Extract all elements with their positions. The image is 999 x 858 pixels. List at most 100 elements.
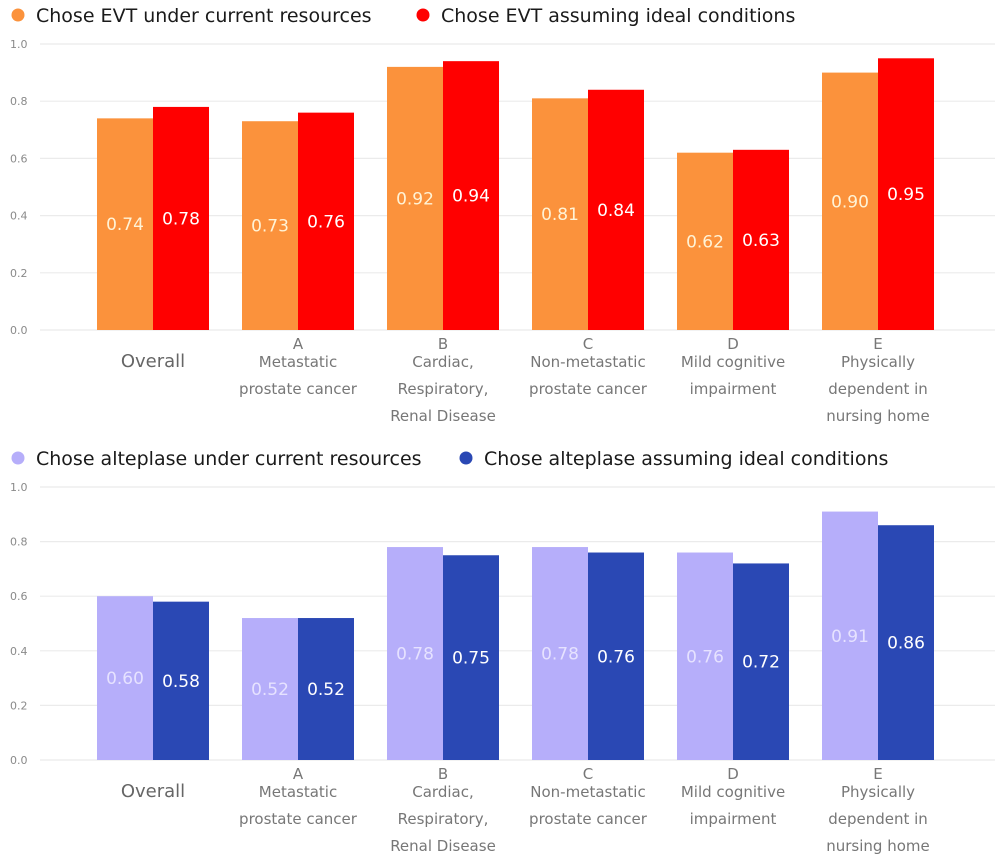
y-tick-label: 0.4: [10, 210, 28, 223]
bar-group: 0.52 0.52: [242, 618, 354, 760]
y-tick-label: 0.0: [10, 324, 28, 337]
bar: [822, 72, 878, 330]
data-label: 0.92: [396, 189, 434, 209]
data-label: 0.58: [162, 672, 200, 692]
data-label: 0.60: [106, 669, 144, 689]
data-label: 0.94: [452, 187, 490, 207]
y-tick-label: 0.6: [10, 590, 28, 603]
bar: [298, 618, 354, 760]
bar: [677, 152, 733, 330]
legend-item: Chose alteplase under current resources: [11, 448, 422, 470]
x-category-label: dependent in: [828, 380, 928, 398]
legend-marker-icon: [459, 451, 473, 465]
bar-group: 0.90 0.95: [822, 58, 934, 331]
data-label: 0.52: [307, 680, 345, 700]
bar-group: 0.78 0.76: [532, 547, 644, 760]
y-tick-label: 0.8: [10, 95, 28, 108]
x-category-letter: A: [293, 765, 304, 783]
data-label: 0.76: [597, 647, 635, 667]
x-category-label: Cardiac,: [412, 353, 473, 371]
bar: [532, 547, 588, 760]
x-category-letter: C: [583, 765, 593, 783]
x-category-letter: B: [438, 335, 448, 353]
data-label: 0.91: [831, 627, 869, 647]
x-category-label: Metastatic: [259, 783, 337, 801]
bar: [733, 149, 789, 330]
bar: [242, 121, 298, 330]
bar: [153, 106, 209, 330]
bar-group: 0.76 0.72: [677, 552, 789, 760]
legend-label: Chose alteplase under current resources: [36, 448, 422, 470]
bar: [298, 112, 354, 330]
x-category-label: Metastatic: [259, 353, 337, 371]
x-category-label: Non-metastatic: [530, 353, 645, 371]
x-category-label: Renal Disease: [390, 407, 496, 425]
legend-label: Chose EVT under current resources: [36, 5, 372, 27]
x-category-label: nursing home: [826, 407, 929, 425]
y-tick-label: 0.0: [10, 754, 28, 767]
legend-label: Chose alteplase assuming ideal condition…: [484, 448, 888, 470]
legend: Chose alteplase under current resources C…: [11, 448, 888, 470]
data-label: 0.78: [396, 645, 434, 665]
bar-group: 0.73 0.76: [242, 112, 354, 330]
x-category-letter: C: [583, 335, 593, 353]
data-label: 0.95: [887, 185, 925, 205]
data-label: 0.78: [162, 209, 200, 229]
bar-group: 0.62 0.63: [677, 149, 789, 330]
data-label: 0.76: [307, 212, 345, 232]
y-tick-label: 0.2: [10, 267, 28, 280]
x-category-label: Renal Disease: [390, 837, 496, 855]
bar: [677, 552, 733, 760]
x-category-label: impairment: [690, 810, 777, 828]
y-tick-label: 0.2: [10, 699, 28, 712]
legend-label: Chose EVT assuming ideal conditions: [441, 5, 795, 27]
bar-group: 0.74 0.78: [97, 106, 209, 330]
x-category-letter: B: [438, 765, 448, 783]
bar: [733, 563, 789, 760]
bar: [153, 601, 209, 760]
bar: [822, 511, 878, 760]
data-label: 0.63: [742, 231, 780, 251]
x-category-label: Physically: [841, 353, 915, 371]
bar-group: 0.92 0.94: [387, 61, 499, 330]
bar-group: 0.81 0.84: [532, 89, 644, 330]
x-category-label: Cardiac,: [412, 783, 473, 801]
bar: [242, 618, 298, 760]
legend-item: Chose alteplase assuming ideal condition…: [459, 448, 888, 470]
chart-panel-2: Chose alteplase under current resources C…: [10, 448, 995, 855]
x-category-label: impairment: [690, 380, 777, 398]
x-category-letter: A: [293, 335, 304, 353]
bar-group: 0.60 0.58: [97, 596, 209, 760]
x-category-label: Mild cognitive: [681, 783, 785, 801]
x-category-label: Overall: [121, 351, 185, 372]
bar: [588, 552, 644, 760]
x-category-letter: D: [727, 335, 739, 353]
x-category-label: prostate cancer: [239, 380, 358, 398]
data-label: 0.84: [597, 201, 635, 221]
data-label: 0.78: [541, 645, 579, 665]
bar-group: 0.78 0.75: [387, 547, 499, 760]
legend-item: Chose EVT assuming ideal conditions: [416, 5, 795, 27]
x-category-letter: D: [727, 765, 739, 783]
data-label: 0.90: [831, 192, 869, 212]
y-tick-label: 0.6: [10, 152, 28, 165]
data-label: 0.73: [251, 217, 289, 237]
x-category-label: Respiratory,: [398, 810, 489, 828]
x-category-label: prostate cancer: [529, 810, 648, 828]
bar: [387, 547, 443, 760]
legend-marker-icon: [416, 8, 430, 22]
bar: [387, 66, 443, 330]
x-category-label: dependent in: [828, 810, 928, 828]
data-label: 0.62: [686, 232, 724, 252]
data-label: 0.76: [686, 647, 724, 667]
y-tick-label: 0.8: [10, 536, 28, 549]
x-category-label: Overall: [121, 781, 185, 802]
x-category-label: Non-metastatic: [530, 783, 645, 801]
data-label: 0.86: [887, 634, 925, 654]
bar: [878, 525, 934, 760]
x-category-label: Mild cognitive: [681, 353, 785, 371]
x-category-letter: E: [873, 765, 882, 783]
x-category-label: Respiratory,: [398, 380, 489, 398]
x-category-label: prostate cancer: [239, 810, 358, 828]
